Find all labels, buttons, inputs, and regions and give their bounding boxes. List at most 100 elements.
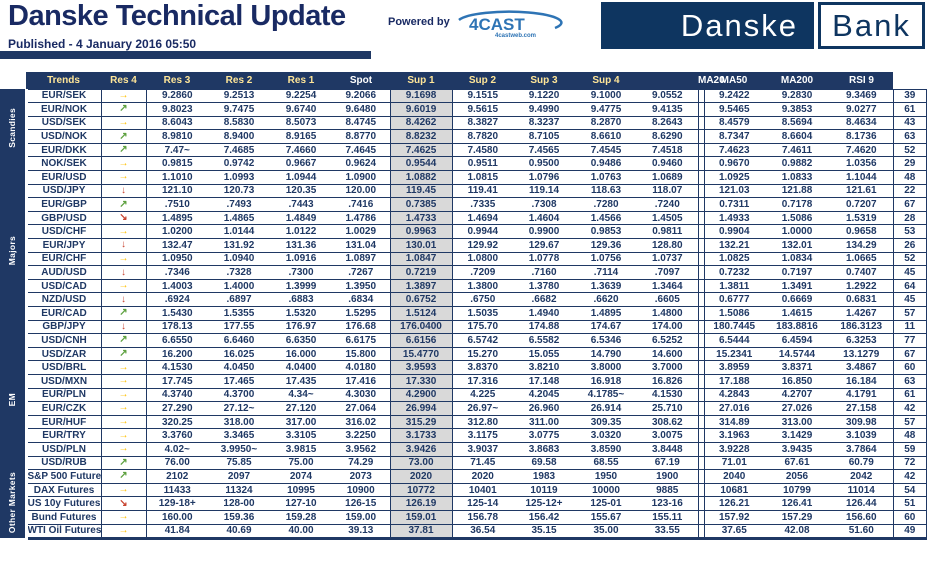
res2-value: 16.000 bbox=[270, 346, 332, 361]
ma200-value: 3.1039 bbox=[830, 428, 893, 443]
bank-logo-danske: Danske bbox=[601, 2, 814, 49]
trend-down-icon: ↓ bbox=[121, 320, 126, 332]
res4-value: 160.00 bbox=[146, 509, 208, 524]
column-divider bbox=[697, 238, 705, 253]
ma20-value: 126.21 bbox=[704, 496, 764, 511]
res2-value: 7.4660 bbox=[270, 142, 332, 157]
ma50-value: 9.3853 bbox=[764, 102, 830, 117]
col-header-spot: Spot bbox=[332, 72, 390, 89]
trend-cell: ↓ bbox=[101, 265, 147, 280]
res2-value: 9.6740 bbox=[270, 102, 332, 117]
ma50-value: 27.026 bbox=[764, 401, 830, 416]
ma50-value: 1.4615 bbox=[764, 306, 830, 321]
sup1-value: 4.225 bbox=[452, 387, 513, 402]
trend-sideways-icon: → bbox=[118, 511, 129, 523]
instrument-name: WTI Oil Futures bbox=[25, 523, 102, 540]
header-divider bbox=[637, 72, 698, 89]
sup1-value: 0.9944 bbox=[452, 224, 513, 239]
ma50-value: 183.8816 bbox=[764, 319, 830, 334]
res3-value: 27.12~ bbox=[208, 401, 270, 416]
ma20-value: 6.5444 bbox=[704, 333, 764, 348]
spot-value: 0.9544 bbox=[389, 156, 453, 171]
ma50-value: 313.00 bbox=[764, 414, 830, 429]
trend-sideways-icon: → bbox=[118, 402, 129, 414]
ma50-value: 6.4594 bbox=[764, 333, 830, 348]
sup2-value: 129.67 bbox=[513, 238, 575, 253]
sup3-value: 4.1785~ bbox=[575, 387, 637, 402]
sup3-value: 16.918 bbox=[575, 373, 637, 389]
col-header-sup-3: Sup 3 bbox=[513, 72, 575, 89]
column-divider bbox=[697, 387, 705, 402]
res1-value: 0.9624 bbox=[332, 156, 390, 171]
res4-value: 178.13 bbox=[146, 319, 208, 334]
sup3-value: 3.0320 bbox=[575, 428, 637, 443]
res1-value: 27.064 bbox=[332, 401, 390, 416]
ma20-value: 121.03 bbox=[704, 183, 764, 198]
ma200-value: 4.1791 bbox=[830, 387, 893, 402]
spot-value: 8.8232 bbox=[389, 129, 453, 144]
res2-value: 6.6350 bbox=[270, 333, 332, 348]
sup2-value: 0.9500 bbox=[513, 156, 575, 171]
sup3-value: 9.4775 bbox=[575, 102, 637, 117]
sup2-value: 9.1220 bbox=[513, 88, 575, 103]
trend-cell: → bbox=[101, 170, 147, 185]
page-title: Danske Technical Update bbox=[8, 0, 346, 32]
instrument-name: EUR/TRY bbox=[25, 428, 102, 443]
res2-value: 120.35 bbox=[270, 183, 332, 198]
instrument-name: GBP/JPY bbox=[25, 319, 102, 334]
res2-value: 4.0400 bbox=[270, 360, 332, 375]
res3-value: 177.55 bbox=[208, 319, 270, 334]
col-header-res-4: Res 4 bbox=[101, 72, 146, 89]
sup3-value: 118.63 bbox=[575, 183, 637, 198]
sup3-value: 14.790 bbox=[575, 346, 637, 361]
res1-value: 74.29 bbox=[332, 455, 390, 470]
ma200-value: 1.2922 bbox=[830, 278, 893, 293]
res1-value: 9.2066 bbox=[332, 88, 390, 103]
sup3-value: 174.67 bbox=[575, 319, 637, 334]
rsi9-value: 63 bbox=[892, 373, 927, 389]
res1-value: 3.2250 bbox=[332, 428, 390, 443]
spot-value: 159.01 bbox=[389, 509, 453, 524]
sup1-value: 3.9037 bbox=[452, 441, 513, 457]
rsi9-value: 39 bbox=[892, 88, 927, 103]
res4-value: .7346 bbox=[146, 265, 208, 280]
res4-value: 1.5430 bbox=[146, 306, 208, 321]
ma20-value: 314.89 bbox=[704, 414, 764, 429]
column-divider bbox=[697, 292, 705, 307]
rsi9-value: 48 bbox=[892, 170, 927, 185]
instrument-name: USD/NOK bbox=[25, 129, 102, 144]
res2-value: 10995 bbox=[270, 482, 332, 497]
res1-value: 120.00 bbox=[332, 183, 390, 198]
ma50-value: 8.6604 bbox=[764, 129, 830, 144]
column-divider bbox=[697, 115, 705, 130]
spot-value: 119.45 bbox=[389, 183, 453, 198]
res1-value: 1.5295 bbox=[332, 306, 390, 321]
instrument-name: USD/CNH bbox=[25, 333, 102, 348]
ma20-value: 17.188 bbox=[704, 373, 764, 389]
sup1-value: 6.5742 bbox=[452, 333, 513, 348]
ma50-value: 1.0834 bbox=[764, 251, 830, 266]
ma20-value: 10681 bbox=[704, 482, 764, 497]
ma200-value: 51.60 bbox=[830, 523, 893, 540]
instrument-name: USD/PLN bbox=[25, 441, 102, 457]
sup4-value: 6.5252 bbox=[637, 333, 698, 348]
trend-cell: → bbox=[101, 414, 147, 429]
trend-cell: ↘ bbox=[101, 496, 147, 511]
sup4-value: .7097 bbox=[637, 265, 698, 280]
sup1-value: 26.97~ bbox=[452, 401, 513, 416]
res3-value: 8.9400 bbox=[208, 129, 270, 144]
trend-sideways-icon: → bbox=[118, 116, 129, 128]
sup1-value: 3.1175 bbox=[452, 428, 513, 443]
trend-cell: ↗ bbox=[101, 333, 147, 348]
spot-value: 1.0882 bbox=[389, 170, 453, 185]
ma200-value: 13.1279 bbox=[830, 346, 893, 361]
table-row-usd-chf: USD/CHF → 1.0200 1.0144 1.0122 1.0029 0.9963 0.… bbox=[0, 224, 927, 239]
ma50-value: 2056 bbox=[764, 469, 830, 484]
res3-value: 131.92 bbox=[208, 238, 270, 253]
ma20-value: 0.6777 bbox=[704, 292, 764, 307]
group-label-text: Other Markets bbox=[7, 472, 18, 534]
res4-value: 1.0950 bbox=[146, 251, 208, 266]
ma20-value: 9.5465 bbox=[704, 102, 764, 117]
ma200-value: 1.5319 bbox=[830, 210, 893, 225]
table-row-usd-jpy: USD/JPY ↓ 121.10 120.73 120.35 120.00 119.45 11… bbox=[0, 183, 927, 198]
